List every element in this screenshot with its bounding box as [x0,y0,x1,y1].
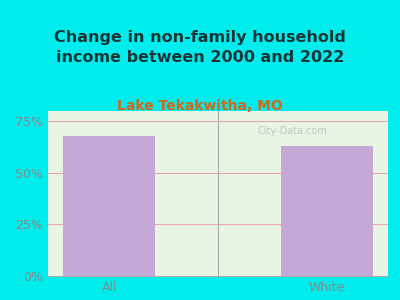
Text: City-Data.com: City-Data.com [258,126,328,136]
Text: Change in non-family household
income between 2000 and 2022: Change in non-family household income be… [54,30,346,65]
Bar [64,136,155,276]
Bar [281,146,372,276]
Text: Lake Tekakwitha, MO: Lake Tekakwitha, MO [117,99,283,113]
